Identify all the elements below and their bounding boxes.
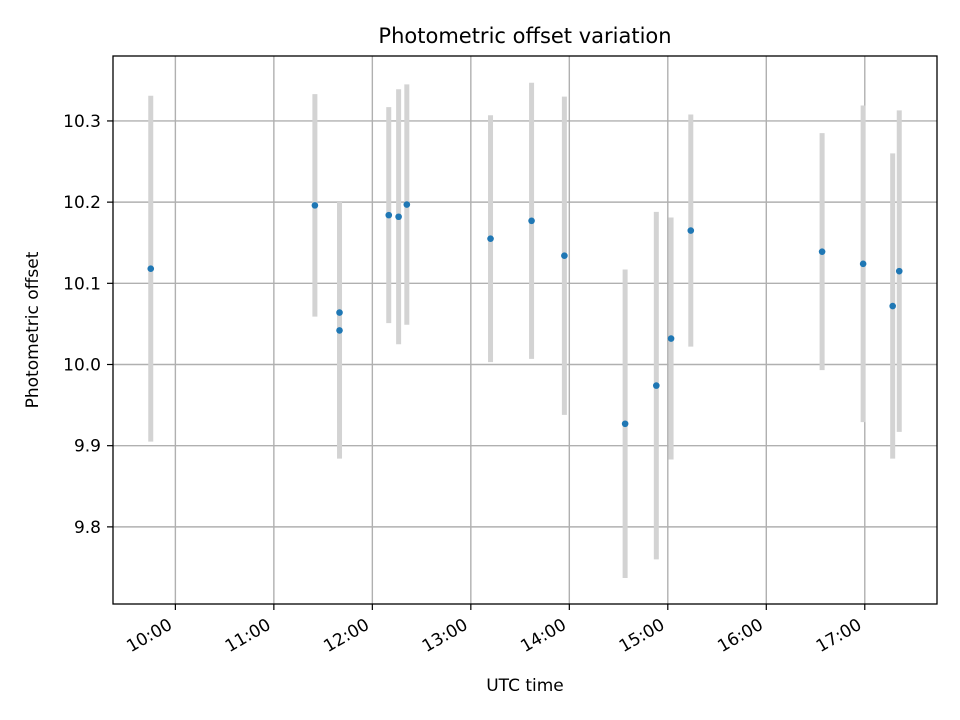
y-axis-label: Photometric offset: [23, 251, 43, 408]
data-point: [528, 217, 535, 225]
x-tick-label: 12:00: [320, 615, 372, 657]
data-point: [385, 211, 393, 219]
y-tick-label: 10.0: [63, 356, 101, 376]
y-tick-label: 9.8: [74, 518, 101, 538]
data-point: [403, 201, 411, 208]
data-point: [889, 302, 896, 310]
data-point: [336, 309, 343, 316]
x-tick-label: 11:00: [222, 615, 274, 657]
x-tick-label: 15:00: [616, 615, 668, 657]
x-tick-label: 13:00: [419, 615, 471, 657]
data-point: [487, 235, 494, 242]
plot-frame: [112, 55, 938, 605]
y-tick-label: 10.2: [63, 193, 101, 213]
x-tick-label: 14:00: [517, 615, 569, 657]
x-axis-label: UTC time: [486, 676, 564, 696]
data-point: [687, 227, 695, 234]
data-point: [311, 202, 319, 209]
data-point: [667, 335, 675, 342]
x-tick-label: 16:00: [714, 615, 766, 657]
data-point: [336, 327, 343, 334]
data-points: [147, 201, 903, 428]
data-point: [859, 260, 867, 268]
chart-title: Photometric offset variation: [378, 24, 671, 48]
grid: [113, 56, 937, 604]
y-tick-label: 10.3: [63, 112, 101, 132]
data-point: [561, 252, 568, 260]
data-point: [653, 382, 660, 389]
data-point: [621, 420, 629, 428]
x-axis-ticks: 10:00 11:00 12:00 13:00 14:00 15:00 16:00 17:00: [123, 604, 866, 657]
x-tick-label: 17:00: [813, 615, 865, 657]
data-point: [395, 213, 402, 221]
data-point: [895, 267, 903, 275]
data-point: [818, 248, 826, 255]
y-axis-ticks: 9.8 9.9 10.0 10.1 10.2 10.3: [63, 112, 113, 538]
y-tick-label: 9.9: [74, 437, 101, 457]
error-bars: [148, 82, 902, 579]
data-point: [147, 265, 155, 273]
x-tick-label: 10:00: [123, 615, 175, 657]
y-tick-label: 10.1: [63, 274, 101, 294]
